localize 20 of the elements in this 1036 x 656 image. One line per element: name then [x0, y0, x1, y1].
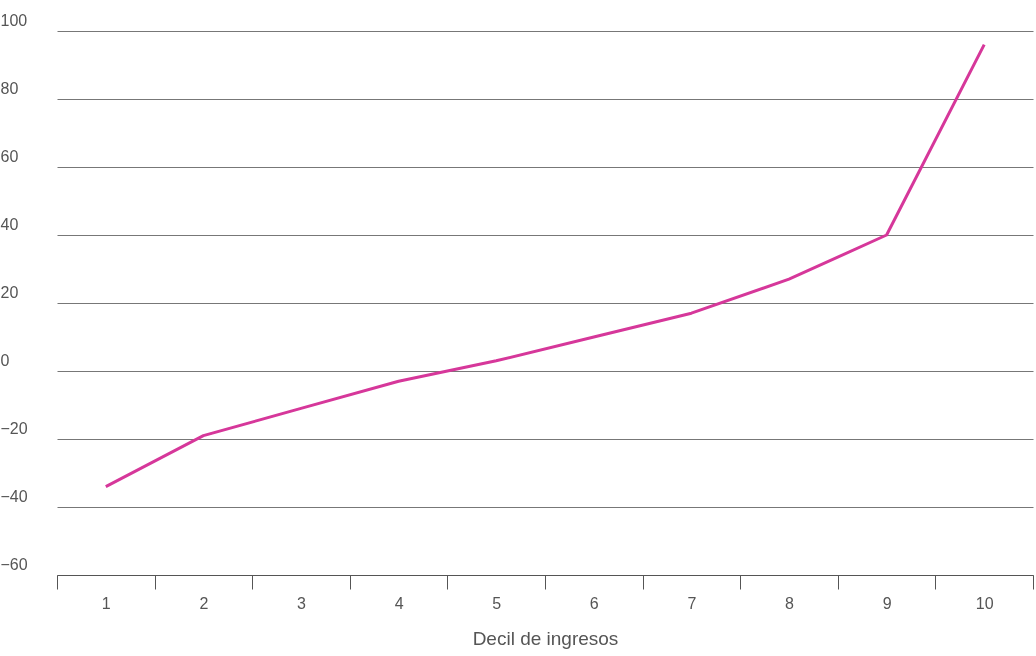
x-tick-label: 10	[975, 594, 994, 612]
x-tick-label: 9	[882, 594, 892, 612]
x-tick-label: 4	[394, 594, 404, 612]
y-tick-label: 100	[0, 11, 28, 29]
x-tick-label: 7	[687, 594, 697, 612]
y-tick-label: −40	[0, 487, 28, 505]
x-axis-title: Decil de ingresos	[472, 627, 619, 649]
y-tick-label: 40	[0, 215, 19, 233]
y-tick-label: 20	[0, 283, 19, 301]
x-tick-label: 3	[297, 594, 307, 612]
x-tick-label: 2	[199, 594, 209, 612]
y-tick-label: −20	[0, 419, 28, 437]
x-tick-label: 1	[101, 594, 111, 612]
x-tick-label: 5	[492, 594, 502, 612]
y-tick-label: 0	[0, 351, 10, 369]
y-tick-label: 80	[0, 79, 19, 97]
x-tick-label: 6	[589, 594, 599, 612]
x-tick-label: 8	[785, 594, 795, 612]
y-tick-label: −60	[0, 555, 28, 573]
y-tick-label: 60	[0, 147, 19, 165]
